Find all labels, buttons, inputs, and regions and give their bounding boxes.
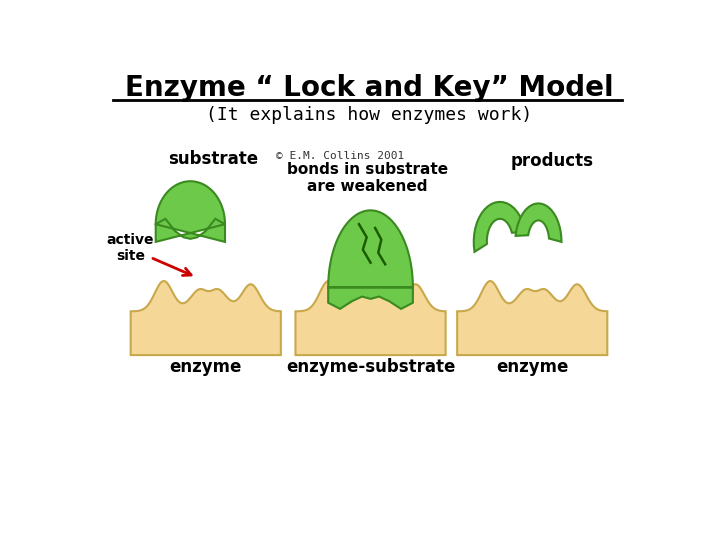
Text: (It explains how enzymes work): (It explains how enzymes work) [206,106,532,124]
Text: active
site: active site [107,233,154,263]
Polygon shape [457,281,607,355]
Text: substrate: substrate [168,150,258,168]
Polygon shape [131,281,281,355]
Polygon shape [328,211,413,309]
Polygon shape [516,204,562,242]
Text: enzyme: enzyme [496,357,568,376]
Text: enzyme: enzyme [170,357,242,376]
Polygon shape [156,181,225,242]
Text: © E.M. Collins 2001: © E.M. Collins 2001 [276,151,405,161]
Polygon shape [295,281,446,355]
Text: enzyme-substrate: enzyme-substrate [286,357,455,376]
Polygon shape [474,202,526,252]
Text: Enzyme “ Lock and Key” Model: Enzyme “ Lock and Key” Model [125,74,613,102]
Text: bonds in substrate
are weakened: bonds in substrate are weakened [287,162,448,194]
Text: products: products [510,152,594,170]
